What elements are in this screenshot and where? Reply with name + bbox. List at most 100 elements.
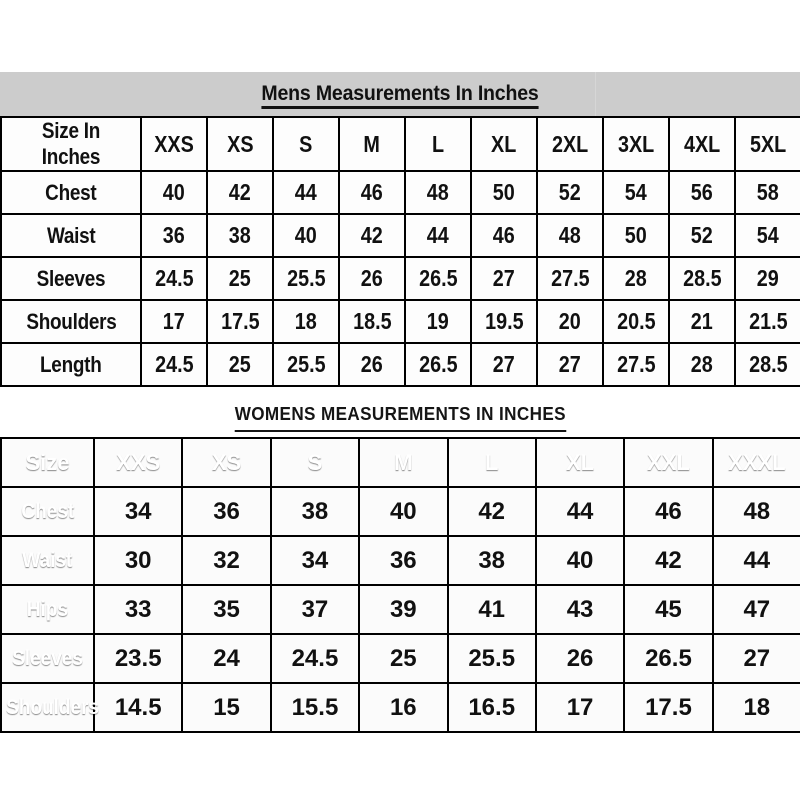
- womens-measurement-value: 47: [743, 595, 771, 623]
- mens-measurement-value: 38: [228, 222, 252, 248]
- mens-measurement-value: 54: [624, 179, 648, 205]
- mens-measurement-value: 29: [756, 265, 780, 291]
- mens-measurement-cell: 28.5: [734, 342, 800, 387]
- mens-measurement-cell: 27: [470, 342, 538, 387]
- mens-measurement-value: 54: [756, 222, 780, 248]
- mens-measurement-value: 27: [492, 265, 516, 291]
- mens-measurement-value: 27.5: [616, 351, 656, 377]
- womens-size-column-header: XS: [181, 437, 272, 488]
- mens-measurement-cell: 29: [734, 256, 800, 301]
- womens-size-column-header: XL: [534, 437, 626, 488]
- womens-measurement-cell: 16.5: [446, 682, 537, 733]
- mens-measurement-value: 25.5: [286, 351, 326, 377]
- mens-chart-title-text: Mens Measurements In Inches: [261, 82, 539, 109]
- mens-measurement-cell: 26: [338, 342, 406, 387]
- womens-measurement-value: 14.5: [114, 693, 162, 721]
- mens-measurement-cell: 44: [272, 170, 340, 215]
- womens-measurement-cell: 47: [711, 584, 800, 635]
- womens-measurement-value: 48: [743, 497, 771, 525]
- mens-measurement-value: 26: [360, 265, 384, 291]
- mens-measurement-cell: 54: [734, 213, 800, 258]
- mens-measurement-cell: 46: [470, 213, 538, 258]
- womens-size-label: XXS: [116, 449, 161, 475]
- womens-measurement-cell: 17.5: [623, 682, 714, 733]
- womens-table-row: Hips 33 35 37 39 41 43 45 47: [0, 584, 800, 635]
- womens-size-label: S: [307, 449, 323, 475]
- mens-size-label: XL: [491, 130, 517, 157]
- mens-measurement-cell: 52: [668, 213, 736, 258]
- womens-measurement-value: 17.5: [645, 693, 692, 721]
- womens-row-label-text: Chest: [21, 499, 74, 523]
- mens-measurement-value: 40: [162, 179, 186, 205]
- womens-row-label: Hips: [0, 584, 95, 635]
- mens-chart-title: Mens Measurements In Inches: [28, 72, 772, 116]
- mens-size-column-header: S: [272, 116, 340, 172]
- womens-measurement-value: 44: [566, 497, 594, 525]
- mens-measurement-cell: 18: [272, 299, 340, 344]
- womens-measurement-cell: 15: [181, 682, 272, 733]
- mens-measurement-cell: 27.5: [602, 342, 670, 387]
- womens-measurement-cell: 36: [181, 486, 272, 537]
- mens-measurement-cell: 20.5: [602, 299, 670, 344]
- mens-row-label-text: Length: [40, 351, 102, 377]
- womens-measurement-value: 32: [213, 546, 240, 574]
- womens-measurement-value: 24: [213, 644, 240, 672]
- womens-row-label-text: Hips: [26, 597, 69, 621]
- womens-measurement-cell: 15.5: [269, 682, 361, 733]
- mens-measurement-value: 17.5: [220, 308, 260, 334]
- womens-row-label: Chest: [0, 486, 95, 537]
- mens-row-label-text: Shoulders: [25, 308, 117, 334]
- womens-measurement-cell: 23.5: [92, 633, 184, 684]
- womens-measurement-cell: 38: [446, 535, 537, 586]
- mens-size-label: 5XL: [749, 130, 787, 157]
- mens-measurement-value: 40: [294, 222, 318, 248]
- womens-measurement-value: 40: [389, 497, 417, 525]
- womens-size-column-header: S: [269, 437, 361, 488]
- mens-measurement-value: 28.5: [748, 351, 788, 377]
- mens-measurement-cell: 40: [140, 170, 208, 215]
- mens-size-column-header: 3XL: [602, 116, 670, 172]
- mens-measurement-cell: 21.5: [734, 299, 800, 344]
- womens-measurement-cell: 26: [534, 633, 626, 684]
- womens-size-column-header: XXL: [623, 437, 714, 488]
- womens-size-label: XXL: [647, 449, 690, 475]
- womens-measurement-value: 37: [301, 595, 329, 623]
- womens-measurement-value: 25.5: [468, 644, 516, 672]
- mens-measurement-value: 19.5: [484, 308, 524, 334]
- womens-row-label: Waist: [0, 535, 95, 586]
- mens-table-row: Shoulders 17 17.5 18 18.5 19 19.5 20 20.5 21 21.5: [0, 299, 800, 344]
- mens-measurement-value: 21.5: [748, 308, 788, 334]
- womens-measurement-cell: 36: [358, 535, 449, 586]
- womens-measurement-cell: 43: [534, 584, 626, 635]
- mens-size-label: 4XL: [683, 130, 721, 157]
- mens-measurement-value: 19: [426, 308, 450, 334]
- mens-measurement-cell: 28: [602, 256, 670, 301]
- mens-measurement-value: 17: [162, 308, 186, 334]
- womens-measurement-value: 15.5: [291, 693, 339, 721]
- mens-size-label: 3XL: [617, 130, 655, 157]
- mens-size-column-header: XXS: [140, 116, 208, 172]
- mens-measurement-value: 18: [294, 308, 318, 334]
- womens-size-label: XS: [211, 449, 242, 475]
- mens-row-label: Waist: [0, 213, 142, 258]
- mens-measurement-value: 25: [228, 265, 252, 291]
- mens-measurement-cell: 26: [338, 256, 406, 301]
- mens-measurement-value: 58: [756, 179, 780, 205]
- mens-measurement-cell: 56: [668, 170, 736, 215]
- mens-measurement-value: 28: [690, 351, 714, 377]
- womens-measurement-cell: 27: [711, 633, 800, 684]
- mens-measurement-cell: 36: [140, 213, 208, 258]
- womens-corner-label-text: Size: [25, 449, 70, 475]
- mens-corner-label: Size In Inches: [0, 116, 142, 172]
- mens-row-label-text: Sleeves: [36, 265, 106, 291]
- mens-row-label-text: Waist: [46, 222, 96, 248]
- mens-measurement-cell: 28.5: [668, 256, 736, 301]
- mens-measurement-value: 27.5: [550, 265, 590, 291]
- womens-measurement-cell: 24: [181, 633, 272, 684]
- womens-measurement-value: 45: [655, 595, 682, 623]
- womens-measurement-value: 46: [655, 497, 682, 525]
- womens-measurement-cell: 30: [92, 535, 184, 586]
- mens-measurement-cell: 42: [206, 170, 274, 215]
- womens-measurement-value: 38: [301, 497, 329, 525]
- womens-measurement-cell: 26.5: [623, 633, 714, 684]
